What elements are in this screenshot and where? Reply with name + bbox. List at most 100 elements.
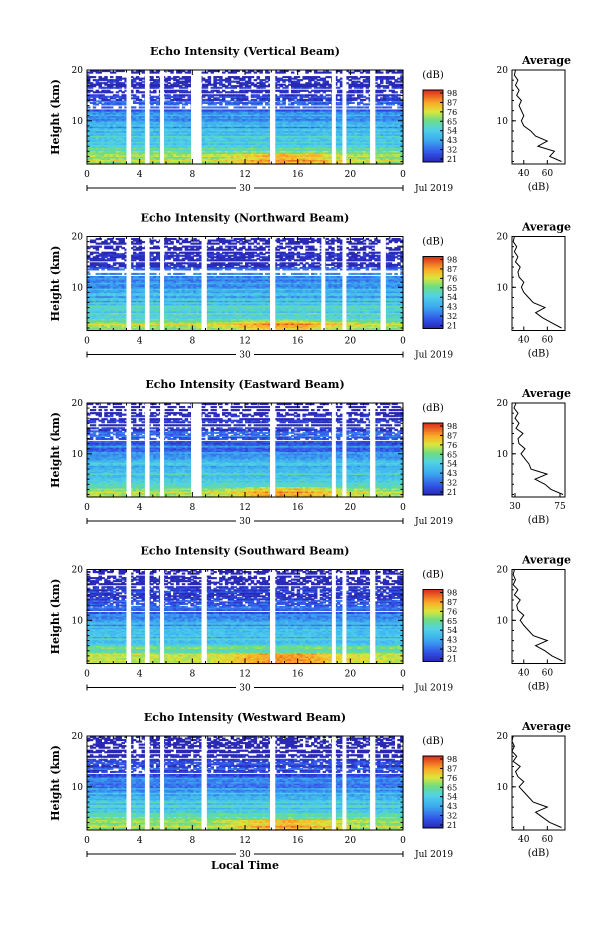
heatmap-cell [138,139,143,142]
heatmap-cell [382,153,387,156]
heatmap-cell [95,124,100,127]
heatmap-cell [247,154,252,158]
heatmap-cell [242,117,246,120]
heatmap-cell [357,145,361,148]
heatmap-cell [290,145,295,148]
heatmap-cell [164,127,169,130]
heatmap-cell [115,138,120,141]
heatmap-cell [124,145,128,148]
heatmap-cell [290,147,295,150]
heatmap-cell [178,126,183,129]
heatmap-cell [299,141,304,144]
heatmap-cell [339,153,344,156]
heatmap-cell [339,151,344,154]
heatmap-cell [242,123,246,126]
heatmap-cell [288,138,292,141]
heatmap-cell [124,127,128,130]
heatmap-cell [296,160,301,164]
heatmap-cell [388,135,393,138]
heatmap-cell [328,123,332,126]
heatmap-cell [178,117,183,120]
heatmap-cell [242,159,246,162]
heatmap-cell [259,156,263,159]
heatmap-cell [305,142,309,145]
heatmap-cell [290,117,295,120]
heatmap-cell [365,144,370,147]
heatmap-cell [141,124,146,127]
heatmap-cell [213,157,217,161]
heatmap-cell [92,144,97,147]
heatmap-cell [299,117,304,120]
heatmap-cell [227,127,232,130]
heatmap-cell [391,153,395,156]
heatmap-cell [242,145,246,148]
heatmap-cell [167,127,171,130]
heatmap-cell [374,124,378,127]
heatmap-cell [216,159,220,162]
heatmap-cell [299,156,304,159]
heatmap-cell [204,89,209,92]
heatmap-cell [89,129,94,132]
heatmap-cell [325,141,329,144]
heatmap-cell [112,120,117,123]
heatmap-cell [374,135,378,138]
heatmap-cell [219,157,223,161]
heatmap-cell [316,124,321,127]
heatmap-cell [132,121,137,124]
heatmap-cell [132,123,137,126]
heatmap-cell [124,132,128,135]
heatmap-cell [394,138,398,141]
heatmap-cell [87,153,91,156]
heatmap-cell [230,138,235,141]
heatmap-cell [319,138,324,141]
heatmap-cell [339,139,344,142]
heatmap-cell [130,121,134,124]
heatmap-cell [230,121,235,124]
heatmap-cell [354,120,358,123]
heatmap-cell [170,126,174,129]
heatmap-cell [150,126,154,129]
heatmap-cell [89,133,94,136]
heatmap-cell [296,159,301,162]
heatmap-cell [296,136,301,139]
heatmap-cell [204,154,209,158]
heatmap-cell [170,130,174,133]
heatmap-cell [267,136,272,139]
heatmap-cell [187,139,192,142]
heatmap-cell [308,151,312,154]
heatmap-cell [224,148,229,151]
heatmap-cell [210,121,214,124]
heatmap-cell [357,123,361,126]
heatmap-cell [253,151,258,154]
heatmap-cell [311,151,315,154]
heatmap-cell [204,151,209,154]
heatmap-cell [115,147,120,150]
heatmap-cell [362,160,367,164]
heatmap-cell [374,150,378,153]
heatmap-cell [115,115,120,118]
heatmap-cell [89,89,94,92]
heatmap-cell [348,123,352,126]
heatmap-cell [141,159,146,162]
heatmap-cell [319,160,324,164]
heatmap-cell [201,150,206,153]
heatmap-cell [253,138,258,141]
heatmap-cell [339,133,344,136]
heatmap-cell [380,156,384,159]
heatmap-cell [187,129,192,132]
heatmap-cell [276,133,281,136]
heatmap-cell [362,136,367,139]
heatmap-cell [167,121,171,124]
heatmap-cell [107,129,111,132]
heatmap-cell [121,117,125,120]
heatmap [87,70,404,165]
heatmap-cell [388,145,393,148]
heatmap-cell [328,118,332,121]
heatmap-cell [288,150,292,153]
heatmap-cell [227,160,232,164]
heatmap-cell [236,154,240,158]
heatmap-cell [374,121,378,124]
heatmap-cell [101,120,105,123]
heatmap-cell [394,120,398,123]
heatmap-cell [219,148,223,151]
